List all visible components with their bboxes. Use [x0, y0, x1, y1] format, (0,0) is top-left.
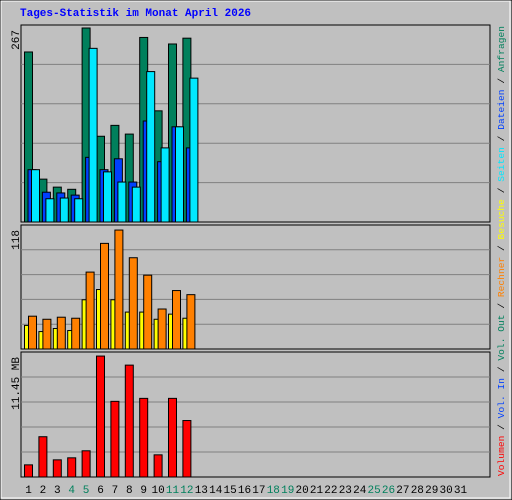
legend-separator: / [496, 239, 507, 256]
bar [28, 315, 37, 350]
bar [85, 271, 95, 350]
bar [45, 198, 55, 223]
x-tick-label: 3 [54, 485, 61, 497]
x-tick-label: 18 [267, 485, 280, 497]
legend-separator: / [496, 72, 507, 89]
x-tick-label: 2 [40, 485, 47, 497]
x-tick-label: 4 [68, 485, 75, 497]
legend-separator: / [496, 361, 507, 378]
bar [31, 169, 40, 223]
bar [81, 450, 91, 478]
y-tick-label: 267 [11, 30, 23, 50]
y-tick-label: 118 [11, 230, 23, 250]
x-tick-label: 25 [367, 485, 380, 497]
x-tick-label: 11 [166, 485, 180, 497]
legend: Volumen / Vol. In / Vol. Out / Rechner /… [496, 26, 507, 476]
x-tick-label: 22 [324, 485, 337, 497]
bar [71, 317, 81, 350]
x-tick-label: 20 [295, 485, 308, 497]
legend-entry: Rechner [496, 257, 507, 297]
legend-entry: Besuche [496, 199, 507, 240]
bar [114, 229, 124, 350]
bar [42, 318, 52, 350]
bar [168, 397, 177, 478]
x-tick-label: 19 [281, 485, 294, 497]
bar [182, 420, 192, 478]
bar [74, 198, 84, 223]
bar [117, 181, 127, 223]
x-tick-label: 1 [25, 485, 32, 497]
bar [24, 464, 33, 478]
bar [153, 454, 163, 478]
legend-entry: Dateien [496, 89, 507, 129]
x-tick-label: 23 [339, 485, 352, 497]
chart-title: Tages-Statistik im Monat April 2026 [20, 8, 251, 20]
x-tick-label: 6 [97, 485, 104, 497]
x-tick-label: 27 [396, 485, 409, 497]
x-tick-label: 29 [425, 485, 438, 497]
x-tick-label: 14 [209, 485, 223, 497]
x-tick-label: 12 [180, 485, 193, 497]
legend-entry: Seiten [496, 147, 507, 182]
bar [139, 397, 149, 478]
legend-separator: / [496, 297, 507, 314]
bar [143, 274, 153, 350]
bar [128, 257, 138, 350]
bar [88, 47, 98, 223]
bar [103, 171, 112, 223]
bar [38, 436, 48, 478]
legend-entry: Anfragen [496, 26, 507, 72]
bar [160, 147, 170, 223]
x-tick-label: 7 [112, 485, 119, 497]
x-tick-label: 24 [353, 485, 367, 497]
bar [157, 308, 167, 350]
x-tick-label: 10 [151, 485, 164, 497]
x-tick-label: 30 [439, 485, 452, 497]
bar [56, 316, 66, 350]
y-tick-label: 11.45 MB [11, 357, 23, 410]
bar [172, 290, 181, 350]
x-tick-label: 17 [252, 485, 265, 497]
bar [67, 457, 77, 478]
x-tick-label: 21 [310, 485, 324, 497]
legend-separator: / [496, 182, 507, 199]
bar [186, 294, 196, 350]
bar [96, 355, 105, 478]
bar [110, 400, 120, 478]
x-tick-label: 8 [126, 485, 133, 497]
bar [100, 242, 109, 350]
legend-separator: / [496, 130, 507, 147]
bar [59, 197, 69, 223]
bar [124, 364, 134, 478]
x-tick-label: 15 [223, 485, 236, 497]
bar [131, 186, 141, 223]
x-tick-label: 9 [140, 485, 147, 497]
legend-separator: / [496, 418, 507, 435]
legend-entry: Volumen [496, 436, 507, 476]
bar [52, 459, 62, 478]
x-tick-label: 26 [382, 485, 395, 497]
bar [175, 126, 184, 223]
x-tick-label: 16 [238, 485, 251, 497]
legend-entry: Vol. In [496, 378, 507, 418]
x-tick-label: 31 [454, 485, 468, 497]
bar [189, 77, 199, 223]
plot-area [20, 351, 491, 478]
x-tick-label: 13 [195, 485, 208, 497]
legend-entry: Vol. Out [496, 315, 507, 361]
bar [146, 71, 156, 223]
x-tick-label: 28 [411, 485, 424, 497]
x-tick-label: 5 [83, 485, 90, 497]
